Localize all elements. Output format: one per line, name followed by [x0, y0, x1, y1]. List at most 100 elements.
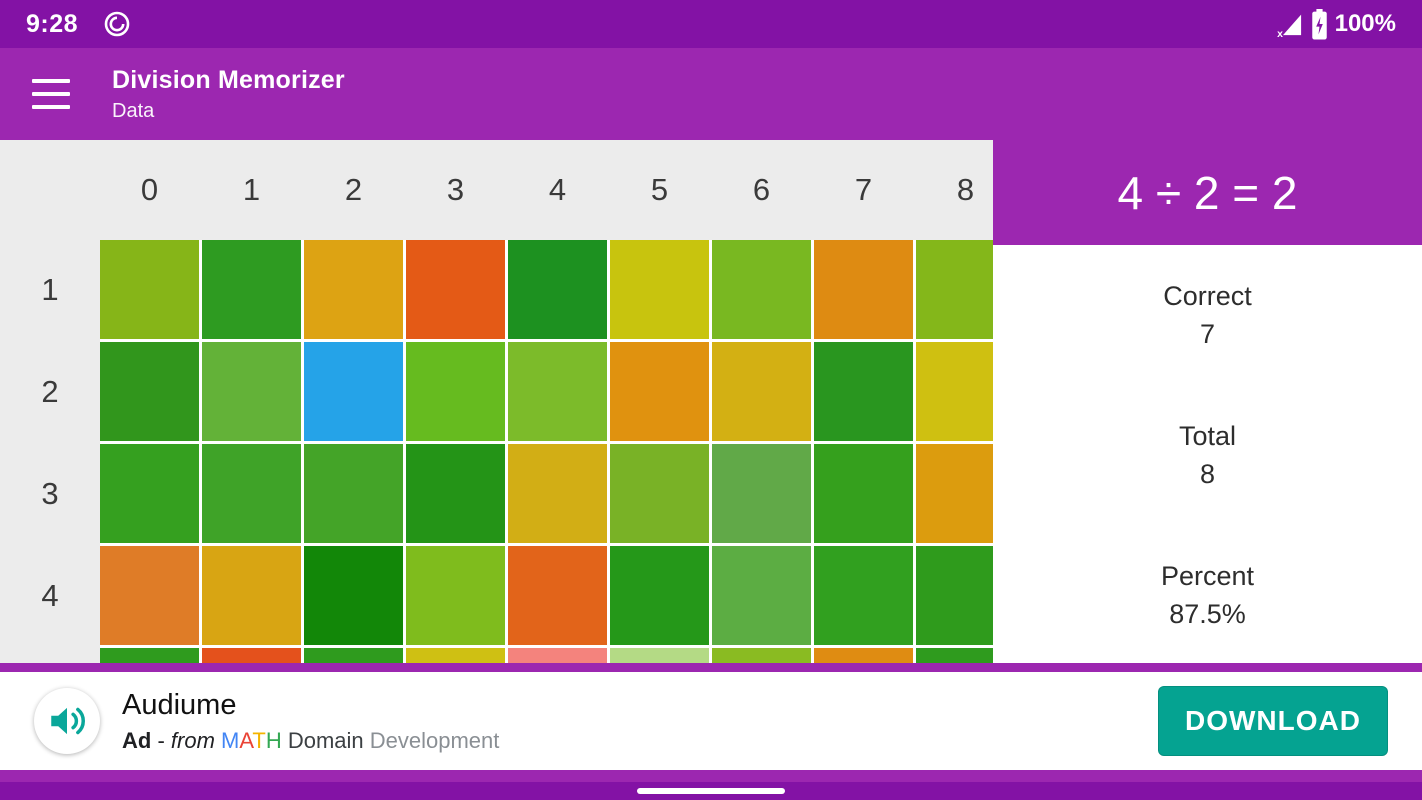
grid-cell-4x2[interactable]	[304, 546, 403, 645]
row-header-5: 5	[0, 648, 100, 663]
grid-cell-4x0[interactable]	[100, 546, 199, 645]
grid-cell-5x0[interactable]	[100, 648, 199, 663]
ad-separator: -	[151, 727, 171, 753]
grid-cell-4x3[interactable]	[406, 546, 505, 645]
home-indicator[interactable]	[637, 788, 785, 794]
column-header-7: 7	[854, 172, 873, 207]
grid-cell-1x5[interactable]	[610, 240, 709, 339]
brand-letter-T: T	[252, 727, 266, 753]
ad-card[interactable]: Audiume Ad - from MATH Domain Developmen…	[0, 672, 1422, 770]
stat-value: 7	[1199, 319, 1215, 349]
ad-subtitle: Ad - from MATH Domain Development	[122, 728, 499, 754]
ad-text: Audiume Ad - from MATH Domain Developmen…	[122, 689, 499, 754]
ad-from-text: from	[170, 727, 222, 753]
grid-cell-4x4[interactable]	[508, 546, 607, 645]
grid-cell-3x1[interactable]	[202, 444, 301, 543]
grid-header-row: 0 1 2 3 4 5 6 7 8	[0, 140, 993, 240]
battery-charging-icon	[1311, 8, 1328, 40]
grid-cell-2x8[interactable]	[916, 342, 993, 441]
grid-cell-5x8[interactable]	[916, 648, 993, 663]
download-button[interactable]: DOWNLOAD	[1158, 686, 1388, 756]
row-header-2: 2	[41, 374, 59, 409]
column-header-2: 2	[344, 172, 363, 207]
app-subtitle: Data	[112, 99, 155, 122]
brand-letter-H: H	[265, 727, 282, 753]
grid-cell-5x7[interactable]	[814, 648, 913, 663]
grid-cell-1x0[interactable]	[100, 240, 199, 339]
brand-letter-A: A	[239, 727, 253, 753]
svg-text:x: x	[1277, 28, 1283, 38]
app-title: Division Memorizer	[112, 65, 345, 94]
grid-cell-5x6[interactable]	[712, 648, 811, 663]
grid-cell-2x3[interactable]	[406, 342, 505, 441]
grid-cell-5x5[interactable]	[610, 648, 709, 663]
grid-cell-4x6[interactable]	[712, 546, 811, 645]
grid-cell-1x3[interactable]	[406, 240, 505, 339]
app-bar-titles: Division Memorizer Data	[112, 66, 345, 123]
grid-cell-3x3[interactable]	[406, 444, 505, 543]
grid-cell-2x7[interactable]	[814, 342, 913, 441]
stats-list: Correct 7 Total 8 Percent 87.5%	[993, 245, 1422, 697]
ad-brand-suffix: Development	[363, 727, 500, 753]
grid-cell-2x4[interactable]	[508, 342, 607, 441]
grid-cell-3x0[interactable]	[100, 444, 199, 543]
column-header-1: 1	[242, 172, 261, 207]
notification-icon	[102, 9, 132, 39]
grid-cell-5x1[interactable]	[202, 648, 301, 663]
grid-cell-1x7[interactable]	[814, 240, 913, 339]
ad-title: Audiume	[122, 688, 237, 721]
equation-banner: 4 ÷ 2 = 2	[993, 140, 1422, 245]
grid-cell-4x5[interactable]	[610, 546, 709, 645]
grid-cell-1x2[interactable]	[304, 240, 403, 339]
grid-cell-2x5[interactable]	[610, 342, 709, 441]
grid-cell-2x6[interactable]	[712, 342, 811, 441]
grid-cell-3x7[interactable]	[814, 444, 913, 543]
grid-cell-3x6[interactable]	[712, 444, 811, 543]
grid-cell-4x7[interactable]	[814, 546, 913, 645]
ad-banner: Audiume Ad - from MATH Domain Developmen…	[0, 663, 1422, 782]
grid-cell-1x4[interactable]	[508, 240, 607, 339]
grid-cell-3x4[interactable]	[508, 444, 607, 543]
main-content: 0 1 2 3 4 5 6 7 8 1 2 3 4 5 4 ÷ 2 = 2 Correct 7 Total 8…	[0, 140, 1422, 663]
grid-cell-1x1[interactable]	[202, 240, 301, 339]
column-header-0: 0	[140, 172, 159, 207]
stat-percent: Percent 87.5%	[1161, 557, 1254, 633]
ad-brand-rest: Domain	[281, 727, 364, 753]
grid-cell-3x8[interactable]	[916, 444, 993, 543]
grid-cell-3x5[interactable]	[610, 444, 709, 543]
grid-cell-2x0[interactable]	[100, 342, 199, 441]
grid-cell-5x4[interactable]	[508, 648, 607, 663]
column-header-5: 5	[650, 172, 669, 207]
grid-cell-5x3[interactable]	[406, 648, 505, 663]
column-header-4: 4	[548, 172, 567, 207]
grid-cell-3x2[interactable]	[304, 444, 403, 543]
battery-percent: 100%	[1334, 10, 1396, 37]
stat-label: Total	[1178, 421, 1237, 451]
column-header-8: 8	[956, 172, 975, 207]
stat-total: Total 8	[1179, 417, 1236, 493]
grid-cell-2x1[interactable]	[202, 342, 301, 441]
equation-text: 4 ÷ 2 = 2	[1117, 166, 1298, 219]
brand-letter-M: M	[221, 727, 240, 753]
grid-cell-1x8[interactable]	[916, 240, 993, 339]
status-icons: x 100%	[1276, 8, 1396, 40]
menu-icon[interactable]	[32, 79, 70, 109]
grid-row-labels: 1 2 3 4 5	[0, 140, 100, 663]
row-header-3: 3	[41, 476, 59, 511]
status-time: 9:28	[26, 9, 79, 38]
stat-label: Percent	[1160, 561, 1255, 591]
grid-cell-2x2[interactable]	[304, 342, 403, 441]
grid-cell-1x6[interactable]	[712, 240, 811, 339]
column-header-3: 3	[446, 172, 465, 207]
grid-cell-4x1[interactable]	[202, 546, 301, 645]
status-bar: 9:28 x 100%	[0, 0, 1422, 48]
ad-label: Ad	[122, 727, 152, 753]
grid-cell-5x2[interactable]	[304, 648, 403, 663]
speaker-icon	[34, 688, 100, 754]
column-header-6: 6	[752, 172, 771, 207]
ad-brand-letters: MATH	[221, 728, 282, 753]
stat-value: 8	[1199, 459, 1215, 489]
row-header-4: 4	[41, 578, 59, 613]
grid-cell-4x8[interactable]	[916, 546, 993, 645]
